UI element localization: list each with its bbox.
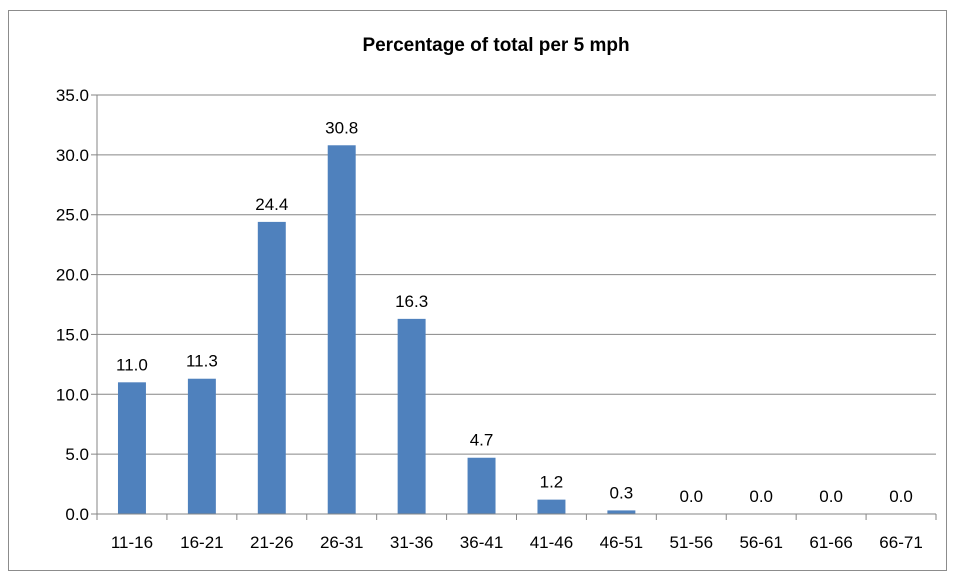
data-label: 30.8 — [325, 118, 358, 137]
bar — [257, 221, 286, 514]
x-tick-label: 56-61 — [739, 533, 782, 552]
x-tick-label: 31-36 — [390, 533, 433, 552]
y-tick-label: 30.0 — [56, 146, 89, 165]
y-tick-label: 10.0 — [56, 385, 89, 404]
x-tick-label: 11-16 — [111, 533, 153, 552]
data-label: 0.0 — [819, 487, 843, 506]
bar — [467, 457, 496, 514]
chart-title: Percentage of total per 5 mph — [362, 35, 629, 56]
data-label: 1.2 — [540, 473, 564, 492]
bar — [187, 378, 216, 514]
gridlines — [97, 94, 936, 455]
bar — [327, 145, 356, 514]
data-label: 11.3 — [186, 352, 218, 371]
data-label: 0.0 — [889, 487, 913, 506]
x-tick-labels: 11-16 16-21 21-26 26-31 31-36 36-41 41-46 46-51… — [111, 533, 923, 552]
x-tick-label: 26-31 — [320, 533, 363, 552]
bar — [397, 318, 426, 514]
data-label: 0.0 — [749, 487, 773, 506]
data-label: 0.0 — [679, 487, 703, 506]
y-tick-label: 0.0 — [65, 505, 89, 524]
x-tick-label: 21-26 — [250, 533, 293, 552]
data-label: 0.3 — [610, 483, 634, 502]
bar — [607, 510, 636, 514]
y-tick-label: 5.0 — [65, 445, 89, 464]
x-tick-label: 61-66 — [809, 533, 852, 552]
x-tick-label: 16-21 — [180, 533, 223, 552]
x-tick-label: 41-46 — [530, 533, 573, 552]
data-label: 16.3 — [395, 292, 428, 311]
data-label: 4.7 — [470, 431, 494, 450]
x-tick-label: 36-41 — [460, 533, 503, 552]
x-tick-label: 51-56 — [670, 533, 713, 552]
x-tick-label: 46-51 — [600, 533, 643, 552]
data-label: 24.4 — [255, 195, 288, 214]
data-label: 11.0 — [116, 355, 148, 374]
y-tick-label: 15.0 — [56, 325, 89, 344]
bar — [537, 499, 566, 514]
y-tick-label: 20.0 — [56, 266, 89, 285]
axes — [91, 94, 937, 520]
y-tick-label: 25.0 — [56, 206, 89, 225]
y-tick-labels: 0.0 5.0 10.0 15.0 20.0 25.0 30.0 35.0 — [56, 86, 89, 524]
bar — [117, 382, 146, 514]
data-labels: 11.0 11.3 24.4 30.8 16.3 4.7 1.2 0.3 0.0 0.0 0.0 0.… — [116, 118, 913, 506]
x-tick-label: 66-71 — [879, 533, 922, 552]
y-tick-label: 35.0 — [56, 86, 89, 105]
bars — [117, 145, 636, 514]
